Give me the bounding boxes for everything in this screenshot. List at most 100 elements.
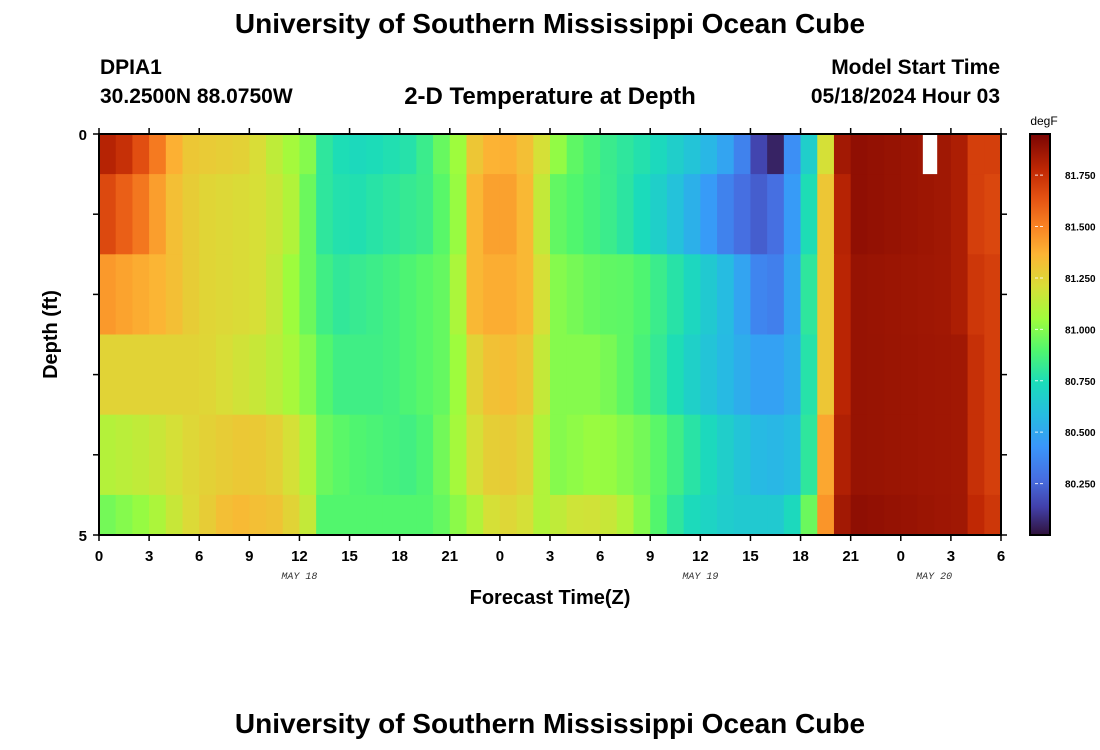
heatmap-cell — [132, 254, 150, 336]
x-axis-date-labels: MAY 18 MAY 19 MAY 20 — [281, 572, 952, 583]
heatmap-cell — [499, 174, 518, 255]
heatmap-cell — [499, 334, 518, 416]
heatmap-cell — [316, 494, 334, 536]
heatmap-cell — [633, 414, 651, 496]
heatmap-cell — [633, 254, 651, 336]
heatmap-cell — [600, 334, 618, 416]
heatmap-cell — [900, 414, 919, 496]
heatmap-cell — [616, 494, 635, 536]
colorbar-tick-label: 81.750 — [1065, 171, 1096, 182]
heatmap-cell — [299, 414, 317, 496]
heatmap-cell — [917, 254, 935, 336]
heatmap-cell — [783, 494, 802, 536]
heatmap-cell — [382, 334, 401, 416]
station-id: DPIA1 — [100, 56, 162, 79]
heatmap-cell — [149, 174, 167, 255]
heatmap-cell — [316, 414, 334, 496]
heatmap-cell — [416, 254, 434, 336]
heatmap-cell — [817, 414, 835, 496]
heatmap-cell — [266, 414, 284, 496]
colorbar-tick-label: 81.500 — [1065, 223, 1096, 234]
heatmap-cell — [984, 494, 1002, 536]
heatmap-cell — [884, 414, 902, 496]
heatmap-cell — [583, 494, 601, 536]
heatmap-cell — [767, 254, 785, 336]
heatmap-cell — [149, 254, 167, 336]
heatmap-cell — [449, 254, 468, 336]
heatmap-cell — [683, 134, 701, 175]
heatmap-cell — [984, 414, 1002, 496]
heatmap-cell — [132, 174, 150, 255]
heatmap-cell — [867, 134, 885, 175]
heatmap-cell — [616, 174, 635, 255]
heatmap-cell — [633, 334, 651, 416]
heatmap-cell — [149, 334, 167, 416]
heatmap-cell — [683, 334, 701, 416]
heatmap-cell — [750, 254, 768, 336]
heatmap-cell — [366, 334, 384, 416]
heatmap-cell — [867, 494, 885, 536]
heatmap-cell — [299, 134, 317, 175]
heatmap-cell — [182, 414, 200, 496]
heatmap-cell — [917, 334, 935, 416]
heatmap-cell — [516, 334, 534, 416]
heatmap-cell — [466, 174, 484, 255]
heatmap-cell — [950, 334, 969, 416]
heatmap-cell — [499, 494, 518, 536]
heatmap-cell — [232, 254, 250, 336]
heatmap-cell — [165, 134, 184, 175]
heatmap-cell — [299, 494, 317, 536]
heatmap-cell — [99, 494, 117, 536]
heatmap-cell — [917, 414, 935, 496]
y-axis-title: Depth (ft) — [40, 290, 62, 379]
heatmap-cell — [984, 254, 1002, 336]
x-date-label: MAY 18 — [281, 572, 317, 583]
heatmap-cell — [650, 254, 668, 336]
heatmap-cell — [867, 174, 885, 255]
heatmap-cell — [767, 414, 785, 496]
heatmap-cell — [232, 494, 250, 536]
x-tick-label: 18 — [391, 548, 408, 565]
heatmap-cell — [616, 334, 635, 416]
main-title: University of Southern Mississippi Ocean… — [234, 8, 866, 39]
heatmap-cell — [683, 494, 701, 536]
heatmap-cell — [182, 134, 200, 175]
heatmap-cell — [833, 414, 852, 496]
heatmap-cell — [399, 254, 417, 336]
x-tick-label: 12 — [291, 548, 308, 565]
heatmap-cell — [266, 174, 284, 255]
heatmap-cell — [700, 174, 718, 255]
heatmap-cell — [800, 334, 818, 416]
heatmap-cell — [884, 174, 902, 255]
y-axis-ticks: 05 — [79, 127, 1007, 545]
heatmap-cell — [700, 494, 718, 536]
heatmap-cell — [867, 414, 885, 496]
heatmap-cell — [817, 334, 835, 416]
heatmap-cell — [182, 494, 200, 536]
heatmap-cell — [316, 174, 334, 255]
heatmap-cell — [717, 174, 735, 255]
heatmap-cell — [633, 174, 651, 255]
heatmap-cell — [115, 494, 133, 536]
x-tick-label: 0 — [496, 548, 504, 565]
heatmap-cell — [149, 134, 167, 175]
heatmap-cell — [700, 254, 718, 336]
heatmap-cell — [232, 134, 250, 175]
heatmap-cell — [717, 414, 735, 496]
heatmap-cell — [767, 134, 785, 175]
x-date-label: MAY 19 — [682, 572, 718, 583]
heatmap-cell — [516, 174, 534, 255]
heatmap-cell — [733, 334, 752, 416]
heatmap-cell — [717, 254, 735, 336]
heatmap-cell — [483, 174, 501, 255]
heatmap-cell — [850, 134, 868, 175]
heatmap-cell — [349, 494, 367, 536]
heatmap-cell — [466, 134, 484, 175]
heatmap-cell — [249, 174, 267, 255]
heatmap-cell — [817, 494, 835, 536]
x-tick-label: 12 — [692, 548, 709, 565]
heatmap-cell — [950, 174, 969, 255]
heatmap-cell — [817, 134, 835, 175]
heatmap-cell — [666, 494, 685, 536]
